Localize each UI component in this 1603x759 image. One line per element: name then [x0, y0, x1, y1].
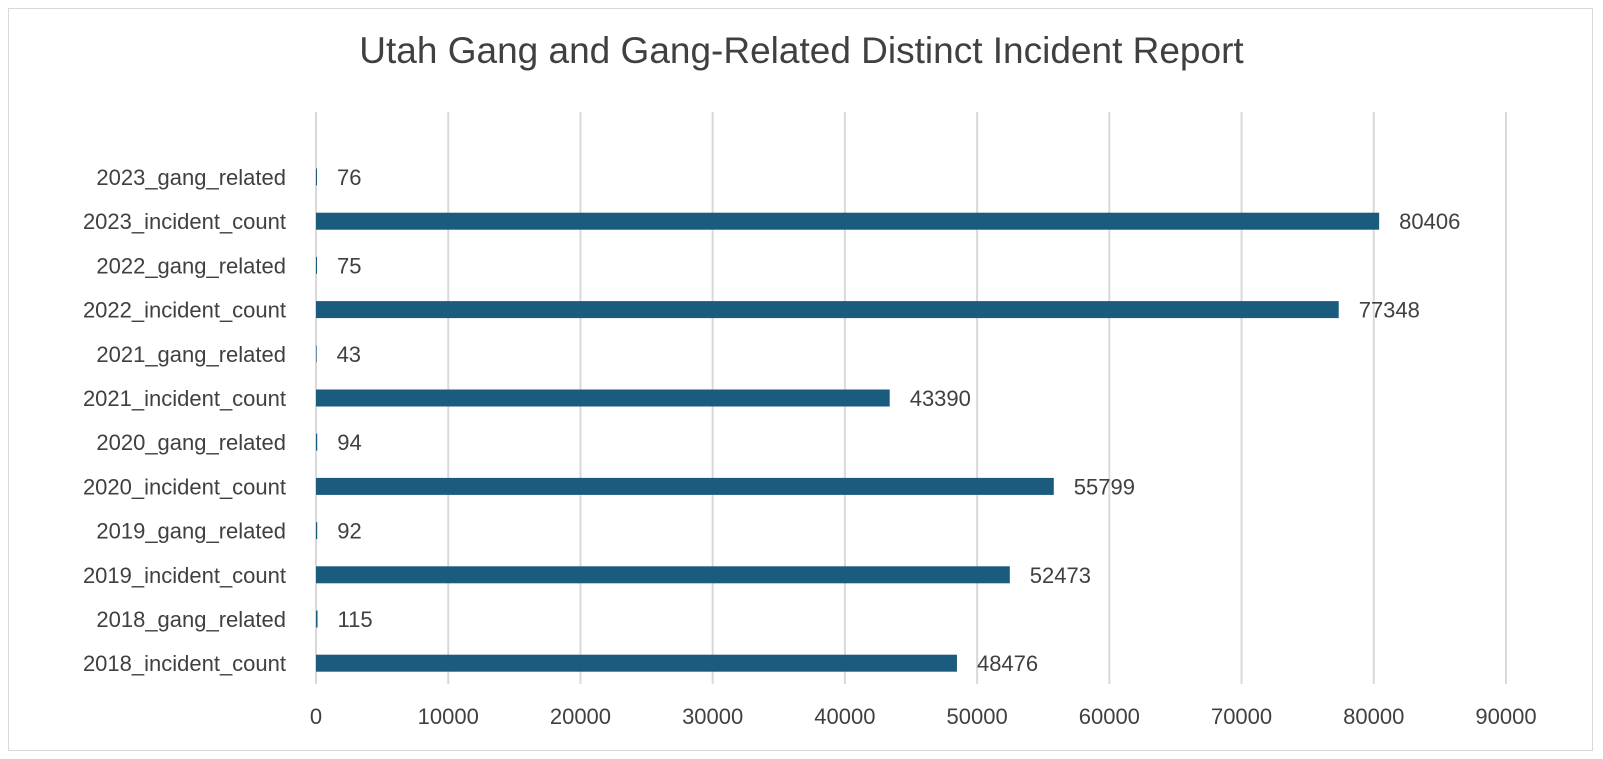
x-tick-label: 0: [310, 704, 322, 729]
data-label: 92: [337, 519, 361, 544]
chart-title: Utah Gang and Gang-Related Distinct Inci…: [359, 30, 1244, 71]
bar: [316, 522, 318, 540]
x-tick-label: 20000: [550, 704, 611, 729]
category-label: 2018_incident_count: [83, 651, 286, 676]
data-label: 48476: [977, 651, 1038, 676]
category-label: 2020_incident_count: [83, 474, 286, 499]
bar: [316, 389, 890, 407]
bar: [316, 301, 1339, 319]
bar: [316, 168, 318, 186]
category-label: 2023_gang_related: [96, 165, 286, 190]
data-label: 55799: [1074, 474, 1135, 499]
x-tick-label: 70000: [1211, 704, 1272, 729]
category-label: 2021_gang_related: [96, 342, 286, 367]
x-tick-label: 10000: [418, 704, 479, 729]
x-tick-label: 30000: [682, 704, 743, 729]
x-tick-label: 80000: [1343, 704, 1404, 729]
data-label: 43390: [910, 386, 971, 411]
category-label: 2019_incident_count: [83, 563, 286, 588]
category-label: 2023_incident_count: [83, 209, 286, 234]
category-label: 2022_incident_count: [83, 298, 286, 323]
data-label: 115: [338, 607, 373, 632]
x-tick-label: 90000: [1475, 704, 1536, 729]
data-labels: 76 80406 75 77348 43 43390 94 55799 92 52473 115 48…: [337, 165, 1461, 676]
category-label: 2019_gang_related: [96, 519, 286, 544]
bar: [316, 212, 1380, 230]
x-tick-label: 60000: [1079, 704, 1140, 729]
bars: [316, 168, 1380, 672]
bar: [316, 610, 318, 628]
category-label: 2020_gang_related: [96, 430, 286, 455]
data-label: 94: [337, 430, 361, 455]
chart-frame: [8, 8, 1593, 751]
x-tick-labels: 0 10000 20000 30000 40000 50000 60000 70000 8000…: [310, 704, 1537, 729]
bar: [316, 654, 957, 672]
bar: [316, 433, 318, 451]
data-label: 80406: [1399, 209, 1460, 234]
x-tick-label: 40000: [814, 704, 875, 729]
x-tick-label: 50000: [947, 704, 1008, 729]
category-label: 2018_gang_related: [96, 607, 286, 632]
data-label: 77348: [1359, 298, 1420, 323]
data-label: 76: [337, 165, 361, 190]
data-label: 52473: [1030, 563, 1091, 588]
category-label: 2022_gang_related: [96, 253, 286, 278]
category-label: 2021_incident_count: [83, 386, 286, 411]
bar: [316, 477, 1054, 495]
data-label: 43: [337, 342, 361, 367]
bar: [316, 566, 1010, 584]
category-labels: 2023_gang_related 2023_incident_count 2022…: [83, 165, 286, 676]
bar: [316, 345, 317, 363]
data-label: 75: [337, 253, 361, 278]
bar: [316, 256, 317, 274]
